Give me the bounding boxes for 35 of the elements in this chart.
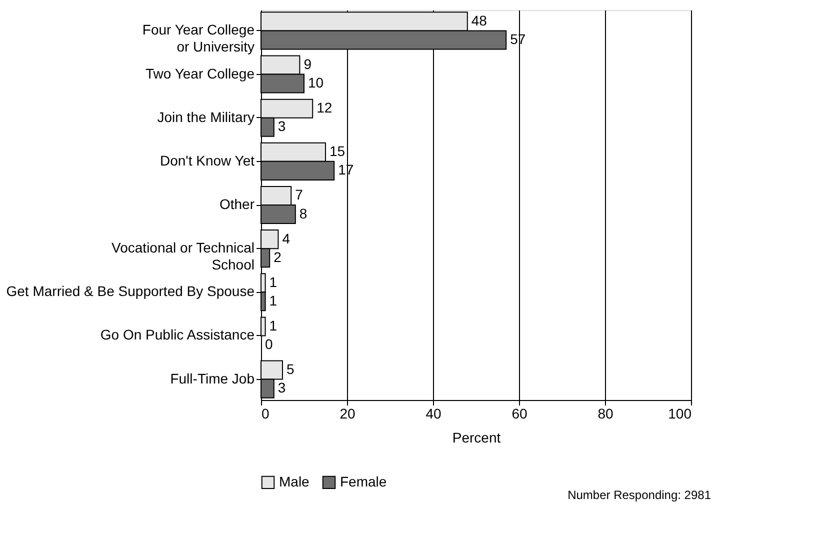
y-tick-label: Full-Time Job xyxy=(170,370,255,386)
x-tick-label: 0 xyxy=(262,406,270,422)
data-label: 1 xyxy=(269,317,278,334)
x-tick-label: 40 xyxy=(426,406,442,422)
x-tick-label: 100 xyxy=(668,406,692,422)
data-label: 1 xyxy=(269,292,278,308)
data-label: 2 xyxy=(274,248,282,265)
data-label: 3 xyxy=(278,380,286,396)
text: Number Responding: 2981 xyxy=(568,488,712,502)
data-label: 10 xyxy=(308,74,324,91)
y-tick-label: Join the Military xyxy=(157,108,254,125)
legend-label: Female xyxy=(340,473,387,490)
y-tick-label: Don't Know Yet xyxy=(160,152,255,168)
y-tick-label: Two Year College xyxy=(146,65,255,82)
y-tick-label: Other xyxy=(219,196,255,212)
data-label: 5 xyxy=(286,361,294,378)
x-tick-label: 80 xyxy=(598,406,614,422)
legend-label: Male xyxy=(279,473,310,490)
data-label: 8 xyxy=(299,205,308,222)
x-tick-label: 20 xyxy=(340,406,356,422)
y-tick-label: Go On Public Assistance xyxy=(100,326,255,343)
y-tick-label: Get Married & Be Supported By Spouse xyxy=(6,283,255,300)
y-tick-label: Four Year College or University xyxy=(142,22,255,55)
data-label: 0 xyxy=(265,336,273,352)
x-axis-title: Percent xyxy=(452,430,501,446)
data-label: 12 xyxy=(316,100,332,116)
data-label: 9 xyxy=(304,56,312,72)
x-tick-label: 60 xyxy=(512,406,528,422)
data-label: 3 xyxy=(278,118,286,134)
data-label: 1 xyxy=(269,274,278,290)
data-label: 15 xyxy=(330,143,346,160)
data-label: 4 xyxy=(282,230,290,246)
y-tick-label: Vocational or Technical School xyxy=(112,240,254,273)
data-label: 48 xyxy=(471,12,488,28)
data-label: 7 xyxy=(295,186,304,203)
